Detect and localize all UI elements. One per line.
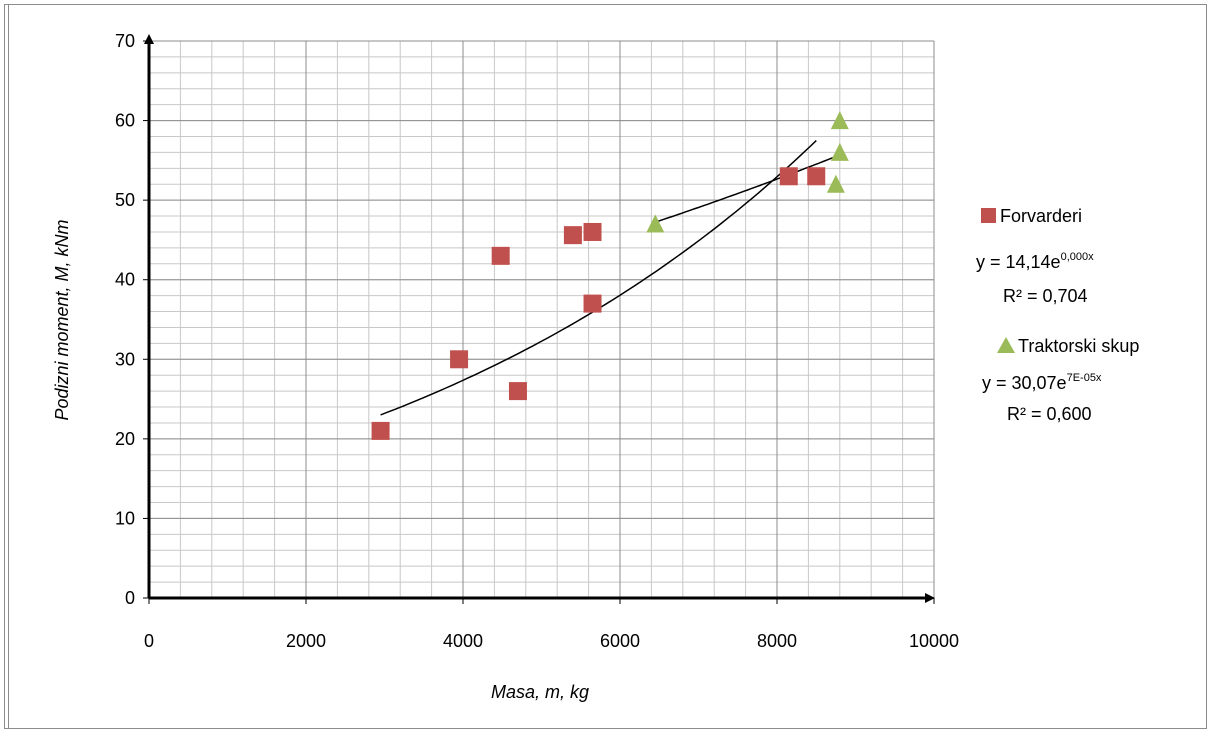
major-gridlines: [149, 40, 935, 598]
y-axis-title: Podizni moment, M, kNm: [52, 219, 72, 420]
legend-marker-forvarderi: [981, 208, 996, 223]
x-tick-label: 4000: [443, 631, 483, 651]
data-point-square: [450, 350, 469, 369]
data-points: [371, 111, 849, 440]
data-point-square: [779, 167, 798, 186]
data-point-square: [371, 421, 390, 440]
y-tick-label: 70: [115, 31, 135, 51]
y-tick-label: 50: [115, 190, 135, 210]
data-point-square: [491, 246, 510, 265]
data-point-square: [508, 382, 527, 401]
trendline-series-2: [655, 154, 841, 223]
r2-traktorski-skup: R² = 0,600: [1007, 404, 1092, 424]
data-point-square: [583, 222, 602, 241]
legend: Forvarderi y = 14,14e0,000x R² = 0,704 T…: [976, 206, 1139, 424]
y-tick-label: 60: [115, 111, 135, 131]
x-tick-label: 0: [144, 631, 154, 651]
x-tick-label: 6000: [600, 631, 640, 651]
chart-frame: [4, 4, 1207, 729]
legend-label-traktorski-skup: Traktorski skup: [1018, 336, 1139, 356]
x-tick-label: 8000: [757, 631, 797, 651]
legend-label-forvarderi: Forvarderi: [1000, 206, 1082, 226]
y-tick-label: 30: [115, 349, 135, 369]
data-point-triangle: [830, 142, 849, 161]
data-point-triangle: [826, 174, 845, 193]
data-point-square: [807, 167, 826, 186]
legend-marker-traktorski-skup: [997, 337, 1015, 353]
trendlines: [380, 140, 841, 416]
y-tick-label: 10: [115, 508, 135, 528]
data-point-triangle: [646, 214, 665, 233]
frame-left-line: [8, 4, 9, 729]
data-point-triangle: [830, 111, 849, 130]
trendline-series-1: [380, 140, 817, 416]
y-tick-label: 0: [125, 588, 135, 608]
x-tick-label: 10000: [909, 631, 959, 651]
minor-gridlines: [148, 40, 935, 599]
axes: [143, 34, 935, 604]
r2-forvarderi: R² = 0,704: [1003, 286, 1088, 306]
y-tick-label: 40: [115, 270, 135, 290]
data-point-square: [563, 226, 582, 245]
data-point-square: [583, 294, 602, 313]
x-tick-label: 2000: [286, 631, 326, 651]
equation-forvarderi: y = 14,14e0,000x: [976, 251, 1094, 272]
x-axis-title: Masa, m, kg: [491, 682, 589, 702]
y-tick-label: 20: [115, 429, 135, 449]
equation-traktorski-skup: y = 30,07e7E-05x: [982, 372, 1102, 393]
tick-labels: 0 2000 4000 6000 8000 10000 0 10 20 30 40 50 60 70: [115, 31, 959, 651]
